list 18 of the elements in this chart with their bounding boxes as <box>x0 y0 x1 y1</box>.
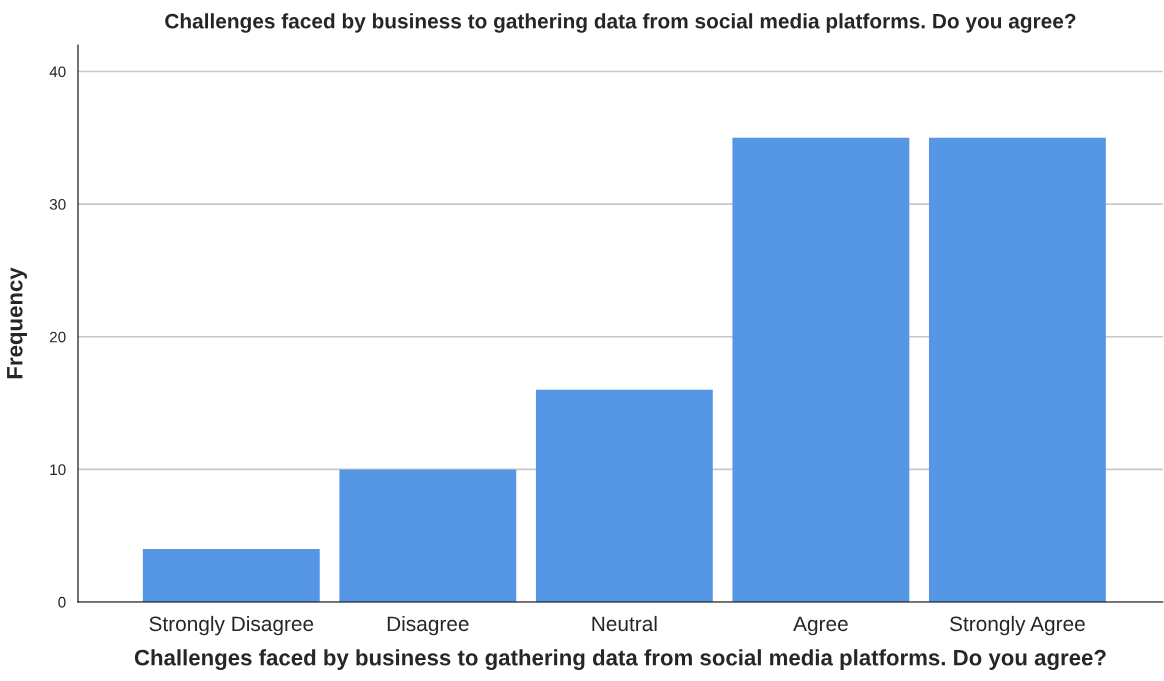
x-tick-label: Agree <box>793 616 848 636</box>
y-tick-label: 0 <box>58 596 66 608</box>
x-tick-label: Strongly Agree <box>950 615 1085 636</box>
bar <box>732 137 910 602</box>
y-axis-title: Frequency <box>7 267 27 379</box>
x-tick-label: Neutral <box>592 615 657 632</box>
y-tick-label: 10 <box>50 464 66 476</box>
x-axis-title: Challenges faced by business to gathering data from social media platforms. Do you agree? <box>134 649 1106 671</box>
bar <box>928 137 1106 602</box>
x-tick-label: Strongly Disagree <box>149 615 314 636</box>
x-tick-label: Disagree <box>387 615 469 636</box>
bar <box>339 469 517 602</box>
bar <box>535 389 713 602</box>
bar <box>142 548 320 602</box>
chart-title: Challenges faced by business to gathering data from social media platforms. Do you agree? <box>165 13 1076 33</box>
y-tick-label: 20 <box>49 331 66 343</box>
y-tick-label: 40 <box>49 66 66 78</box>
y-tick-label: 30 <box>49 199 66 210</box>
